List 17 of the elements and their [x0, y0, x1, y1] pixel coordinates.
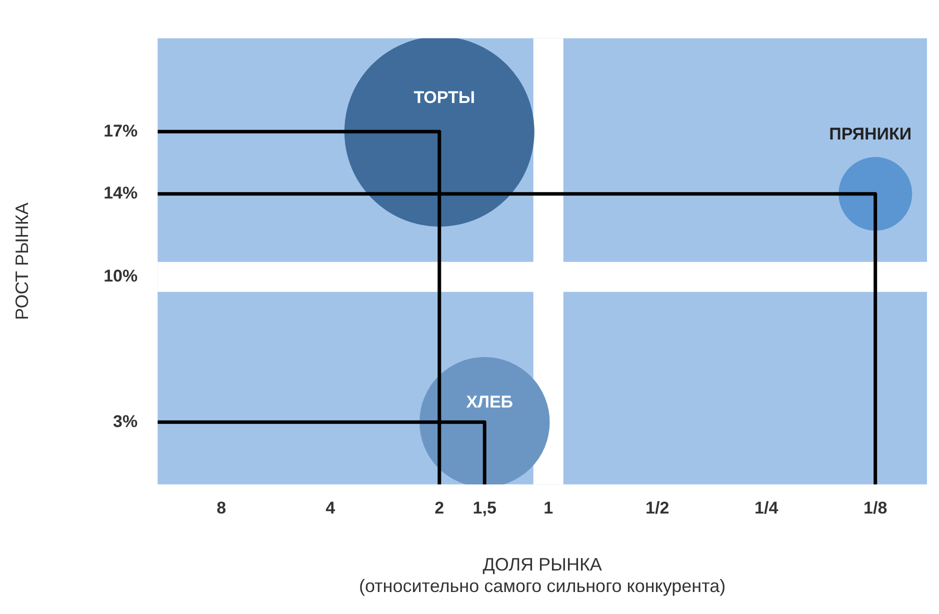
y-tick-label: 10%: [104, 266, 138, 286]
x-tick-label: 1/4: [754, 498, 779, 518]
x-tick-label: 4: [326, 498, 336, 518]
x-tick-label: 8: [216, 498, 226, 518]
x-tick-label: 1: [544, 498, 554, 518]
x-tick-label: 1/8: [864, 498, 888, 518]
x-axis-title: ДОЛЯ РЫНКА (относительно самого сильного конкурента): [358, 554, 726, 596]
series-label: ПРЯНИКИ: [829, 124, 912, 144]
x-tick-label: 1,5: [472, 498, 496, 518]
y-tick-label: 3%: [113, 412, 138, 431]
x-tick-label: 1/2: [646, 498, 670, 518]
y-tick-label: 14%: [104, 184, 138, 203]
series-label: ТОРТЫ: [414, 88, 476, 107]
series-label: ХЛЕБ: [466, 392, 514, 412]
y-tick-label: 17%: [104, 121, 138, 140]
y-axis-title: РОСТ РЫНКА: [12, 202, 32, 320]
x-tick-label: 2: [434, 498, 444, 518]
